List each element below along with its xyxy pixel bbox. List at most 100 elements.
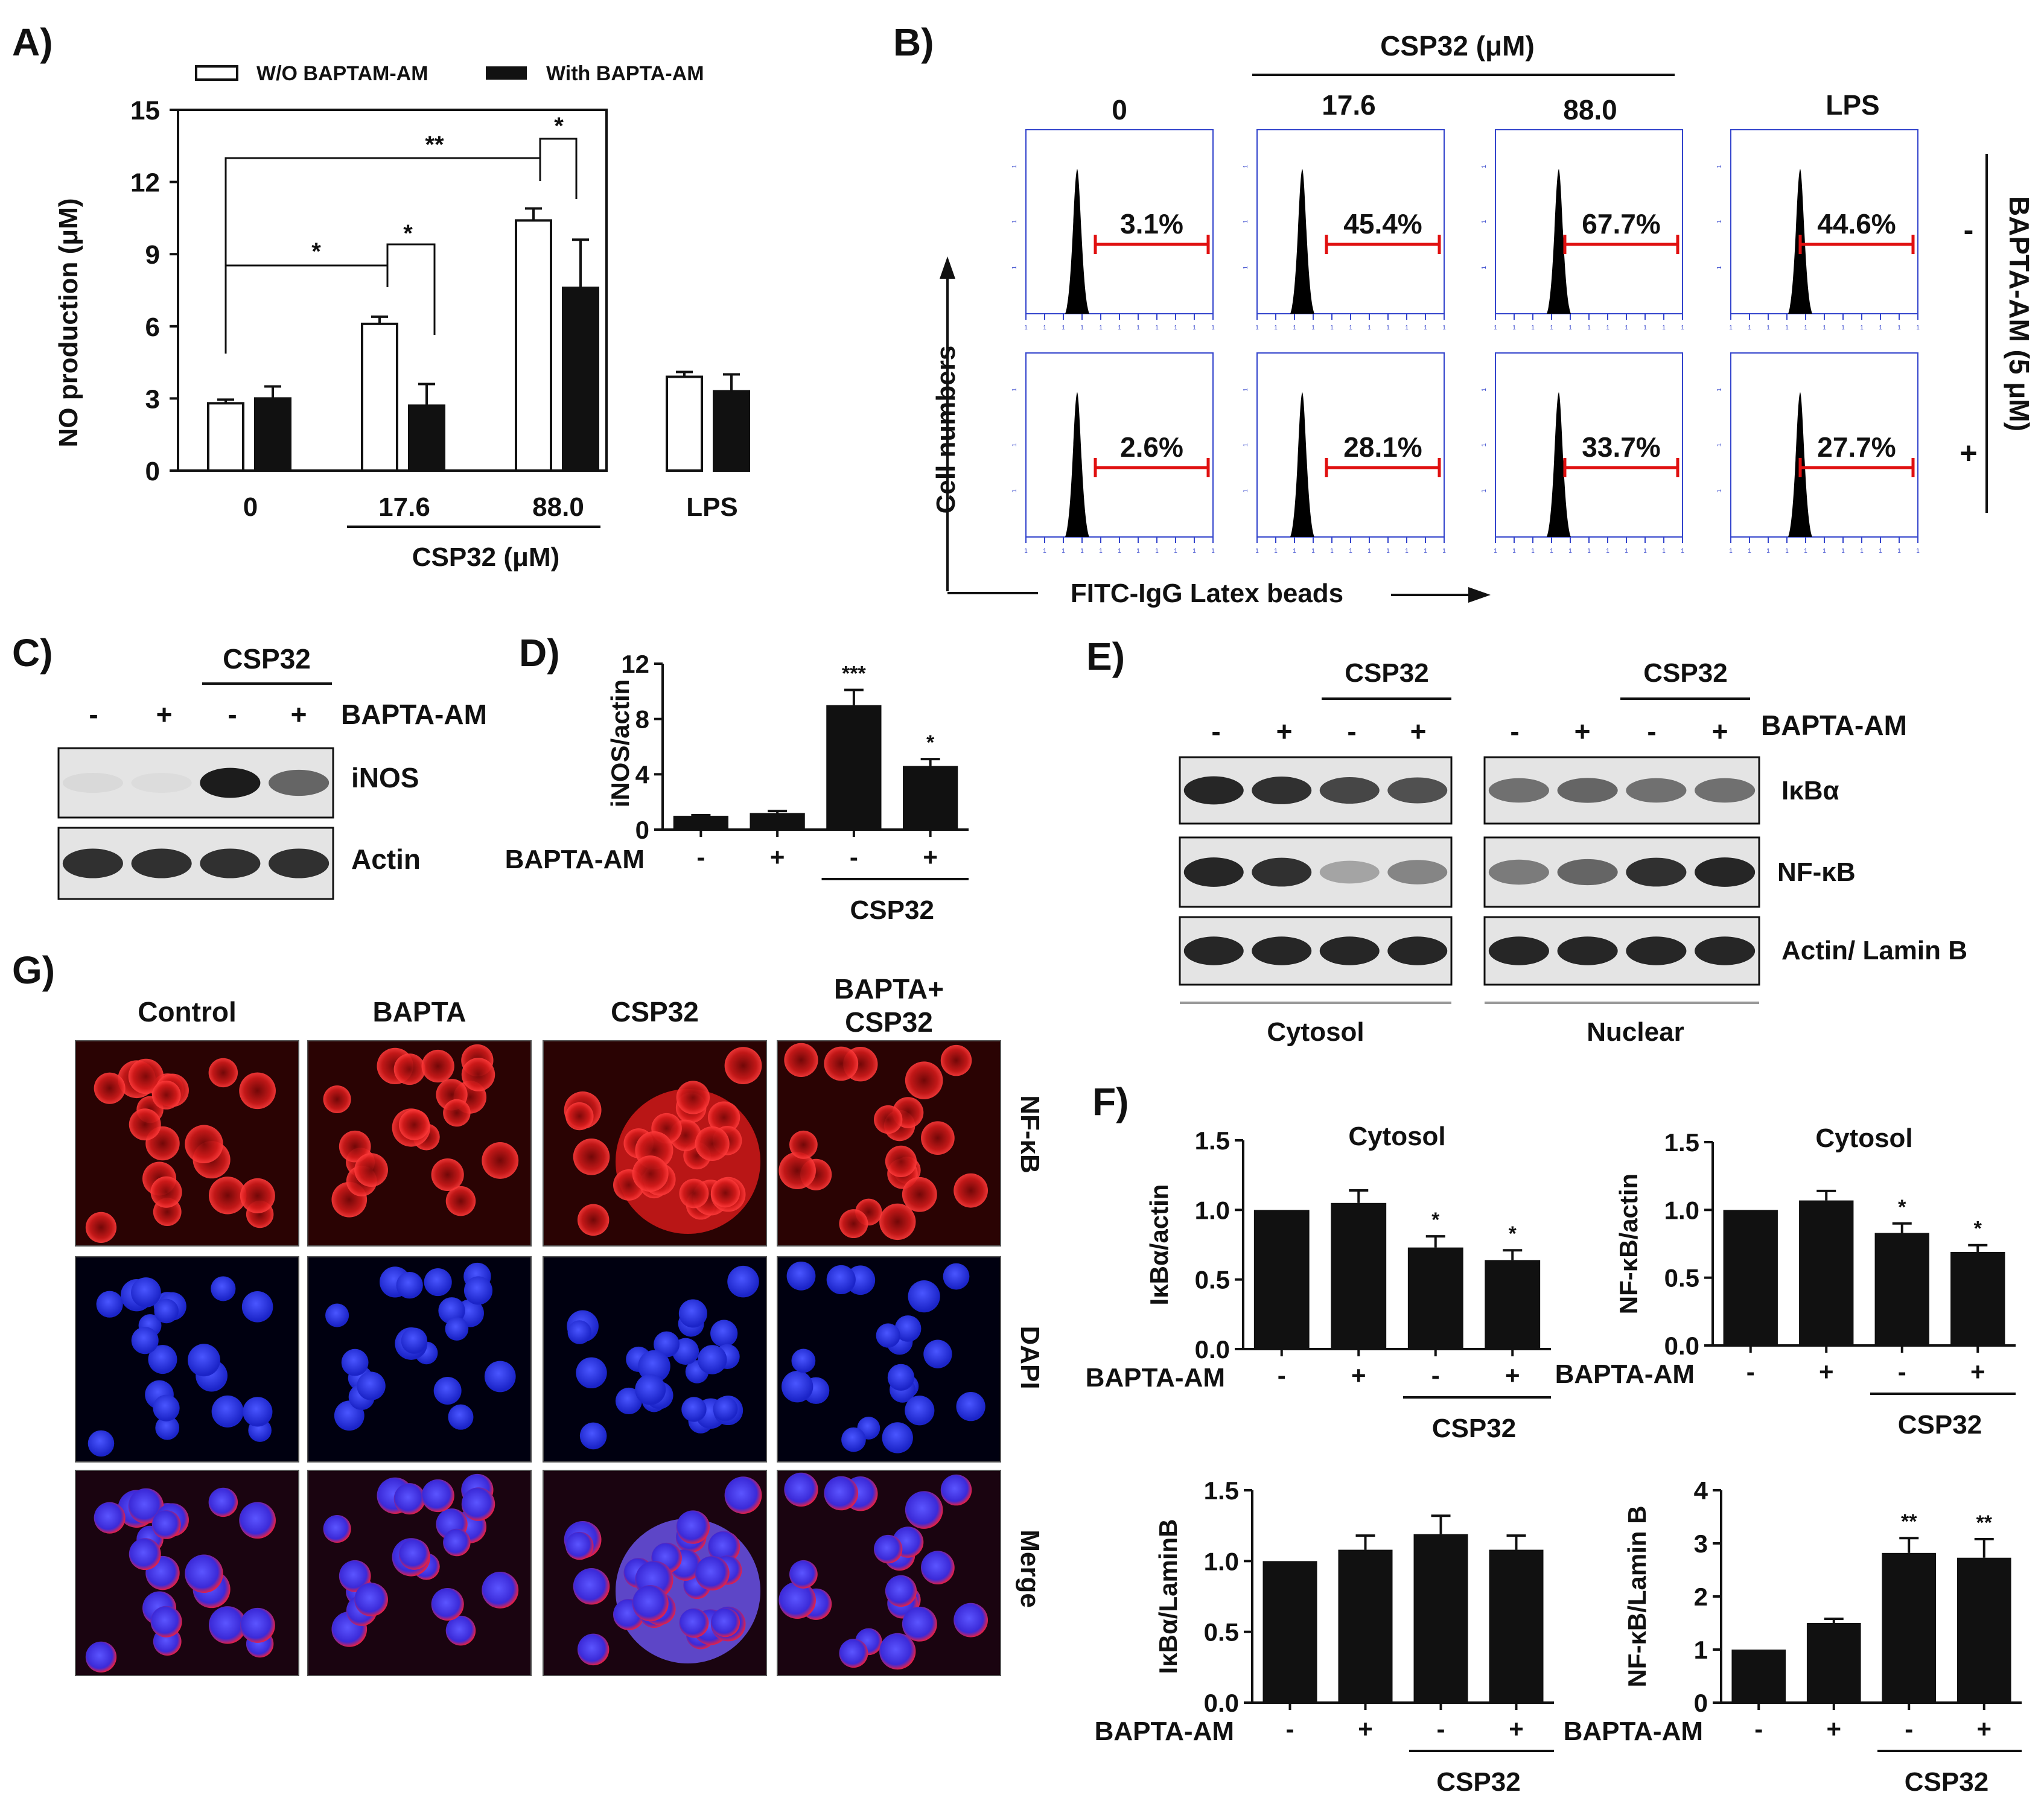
cell <box>443 1528 471 1557</box>
panel-letter-a: A) <box>12 21 53 64</box>
bar-with-bapta <box>713 390 750 472</box>
flow-histogram: 1 1 1 1 1 1 1 1 1 1 1 1 1 1 33.7% <box>1481 352 1684 554</box>
axis-tick-label: 1 <box>1080 325 1084 331</box>
y-tick-label: 1.5 <box>1195 1126 1230 1155</box>
cell <box>654 1331 680 1358</box>
micrograph-merge <box>75 1470 299 1676</box>
cell <box>208 1487 238 1517</box>
y-tick-label: 0 <box>635 816 649 844</box>
micrograph-nfkb <box>777 1040 1001 1247</box>
sign-label: + <box>1351 1361 1366 1390</box>
cell <box>421 1479 454 1513</box>
bar <box>1489 1549 1544 1703</box>
sign-label: - <box>1510 716 1519 747</box>
sign-label: + <box>1970 1358 1985 1386</box>
x-tick-label: 88.0 <box>532 492 584 522</box>
sign-label: - <box>850 843 858 871</box>
axis-tick-label: 1 <box>1405 548 1409 554</box>
bar <box>1956 1557 2011 1703</box>
cell <box>567 1320 592 1344</box>
micrograph-merge <box>543 1470 767 1676</box>
blot-band <box>1183 936 1244 965</box>
sign-label: - <box>1746 1358 1755 1386</box>
axis-tick-label: 1 <box>1716 266 1723 270</box>
sign-label: + <box>291 699 307 730</box>
cell <box>879 1633 916 1670</box>
column-label: CSP32 <box>845 1006 933 1038</box>
significance-star: ** <box>1976 1511 1993 1534</box>
cell <box>240 1178 275 1213</box>
axis-tick-label: 1 <box>1243 443 1249 446</box>
cell <box>154 1298 179 1324</box>
flow-column-label: 0 <box>1112 94 1127 125</box>
significance-star: * <box>1431 1209 1440 1231</box>
blot-band <box>1626 778 1687 803</box>
axis-tick-label: 1 <box>1424 325 1427 331</box>
cell <box>905 1491 943 1529</box>
bapta-label: BAPTA-AM <box>1761 710 1907 741</box>
histogram-peak <box>1065 169 1089 314</box>
cell <box>956 1392 985 1421</box>
cell <box>155 1415 180 1440</box>
sign-label: + <box>1410 716 1427 747</box>
axis-tick-label: 1 <box>1716 489 1723 493</box>
cell <box>421 1049 454 1083</box>
y-axis-label: NF-κB/actin <box>1614 1174 1643 1314</box>
y-tick-label: 12 <box>621 650 649 678</box>
y-tick-label: 4 <box>1694 1476 1708 1505</box>
sign-label: + <box>1826 1715 1841 1743</box>
sign-label: - <box>1211 716 1220 747</box>
cell <box>874 1105 903 1134</box>
quantification-chart: 0.0 0.5 1.0 1.5 - + * - * + BAPTA-AM CSP32 Cytosol NF… <box>1555 1123 2016 1440</box>
panel-letter-g: G) <box>12 948 55 992</box>
cell <box>632 1155 669 1192</box>
bar <box>1413 1534 1468 1703</box>
sign-label: - <box>89 699 98 730</box>
cell <box>129 1538 161 1571</box>
micrograph-merge <box>307 1470 532 1676</box>
cell <box>341 1348 369 1376</box>
panel-letter-e: E) <box>1086 635 1125 678</box>
cell <box>188 1344 220 1377</box>
cell <box>615 1387 642 1415</box>
y-axis-label: IκBα/LaminB <box>1154 1519 1182 1674</box>
cell <box>239 1502 276 1539</box>
bar <box>1806 1623 1861 1703</box>
significance-star: * <box>1974 1218 1982 1240</box>
flow-histogram: 1 1 1 1 1 1 1 1 1 1 1 1 1 1 44.6% <box>1716 129 1920 331</box>
axis-tick-label: 1 <box>1823 548 1826 554</box>
y-axis-label: NF-κB/Lamin B <box>1623 1505 1651 1687</box>
cell <box>208 1058 238 1088</box>
cell <box>185 1125 223 1164</box>
axis-tick-label: 1 <box>1243 388 1249 392</box>
bar-with-bapta <box>254 397 291 472</box>
significance-star: ** <box>425 132 444 158</box>
axis-tick-label: 1 <box>1662 325 1666 331</box>
significance-star: ** <box>1901 1510 1917 1533</box>
axis-tick-label: 1 <box>1099 548 1103 554</box>
cell <box>396 1272 423 1299</box>
cell <box>354 1583 388 1617</box>
cell <box>724 1476 762 1514</box>
cell <box>826 1265 856 1295</box>
cell <box>710 1320 738 1347</box>
blot-band <box>131 848 192 878</box>
sign-label: - <box>1431 1361 1440 1390</box>
cell <box>148 1345 177 1374</box>
quantification-chart: 0 1 2 3 4 - + ** - ** + BAPTA-AM CSP32 NF-κB/Lamin B <box>1564 1476 2022 1797</box>
bapta-label: BAPTA-AM <box>1555 1359 1695 1389</box>
axis-tick-label: 1 <box>1879 325 1882 331</box>
y-tick-label: 1.0 <box>1195 1196 1230 1224</box>
axis-tick-label: 1 <box>1481 165 1488 168</box>
cell <box>484 1361 516 1393</box>
gate-percentage: 3.1% <box>1120 208 1183 240</box>
cell <box>921 1551 955 1585</box>
row-sign-plus: + <box>1960 436 1977 470</box>
bapta-label: BAPTA-AM <box>341 699 487 730</box>
cell <box>874 1534 903 1564</box>
cell <box>129 1108 161 1141</box>
panel-d: iNOS/actin 0 4 8 12 - + *** - * + BAPTA-AM CSP32 <box>505 650 969 925</box>
quantification-chart: 0.0 0.5 1.0 1.5 - + * - * + BAPTA-AM CSP32 Cytosol Iκ… <box>1086 1122 1551 1443</box>
